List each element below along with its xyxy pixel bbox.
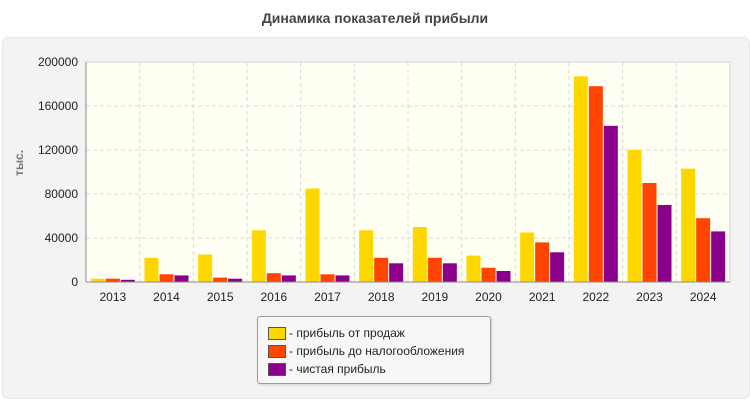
bar-0 [305, 188, 320, 282]
bar-1 [105, 278, 120, 282]
legend-swatch [268, 344, 286, 358]
bar-2 [496, 271, 511, 282]
y-tick-label: 160000 [38, 99, 78, 113]
legend-label: - прибыль до налогообложения [289, 344, 465, 358]
x-tick-label: 2017 [314, 290, 341, 304]
legend-item-net: - чистая прибыль [268, 361, 386, 377]
bar-1 [159, 274, 174, 282]
x-tick-label: 2013 [99, 290, 126, 304]
bar-1 [427, 257, 442, 282]
x-tick-label: 2020 [475, 290, 502, 304]
y-tick-label: 200000 [38, 55, 78, 69]
bar-0 [144, 257, 159, 282]
legend: - прибыль от продаж - прибыль до налогоо… [257, 316, 491, 384]
y-tick-label: 80000 [45, 187, 79, 201]
bar-0 [466, 255, 481, 282]
legend-item-sales: - прибыль от продаж [268, 325, 405, 341]
bar-0 [90, 278, 105, 282]
grid-lines [86, 61, 730, 282]
bar-2 [603, 125, 618, 282]
bar-0 [681, 168, 696, 282]
x-tick-label: 2018 [368, 290, 395, 304]
bar-0 [251, 230, 266, 282]
bar-2 [389, 263, 404, 282]
bar-1 [696, 218, 711, 282]
x-tick-label: 2016 [260, 290, 287, 304]
x-tick-label: 2014 [153, 290, 180, 304]
y-axis-label: тыс. [12, 150, 26, 176]
bars [90, 76, 726, 282]
bar-1 [213, 277, 228, 282]
bar-1 [374, 257, 389, 282]
y-tick-label: 120000 [38, 143, 78, 157]
bar-2 [281, 275, 296, 282]
y-ticks: 0 40000 80000 120000 160000 200000 [38, 55, 78, 289]
bar-1 [266, 273, 281, 282]
x-tick-label: 2019 [421, 290, 448, 304]
y-tick-label: 40000 [45, 231, 79, 245]
bar-0 [573, 76, 588, 282]
x-tick-label: 2023 [636, 290, 663, 304]
y-tick-label: 0 [71, 275, 78, 289]
bar-0 [412, 227, 427, 282]
bar-1 [481, 267, 496, 282]
legend-label: - прибыль от продаж [289, 326, 405, 340]
legend-item-pretax: - прибыль до налогообложения [268, 343, 464, 359]
legend-swatch [268, 362, 286, 376]
x-tick-label: 2024 [690, 290, 717, 304]
bar-2 [550, 252, 565, 282]
bar-2 [228, 278, 243, 282]
bar-1 [535, 242, 550, 282]
bar-0 [627, 150, 642, 282]
x-tick-label: 2015 [207, 290, 234, 304]
bar-2 [335, 275, 350, 282]
bar-2 [657, 205, 672, 282]
bar-2 [711, 231, 726, 282]
bar-2 [120, 279, 135, 282]
bar-2 [174, 275, 189, 282]
bar-0 [198, 254, 213, 282]
x-tick-label: 2021 [529, 290, 556, 304]
bar-0 [359, 230, 374, 282]
x-tick-label: 2022 [582, 290, 609, 304]
bar-1 [588, 86, 603, 282]
chart-title: Динамика показателей прибыли [261, 10, 489, 26]
legend-label: - чистая прибыль [289, 362, 386, 376]
bar-0 [520, 232, 535, 282]
bar-2 [442, 263, 457, 282]
bar-1 [642, 183, 657, 282]
legend-swatch [268, 326, 286, 340]
x-ticks: 2013 2014 2015 2016 2017 2018 2019 2020 2021 2022… [99, 290, 716, 304]
bar-1 [320, 274, 335, 282]
